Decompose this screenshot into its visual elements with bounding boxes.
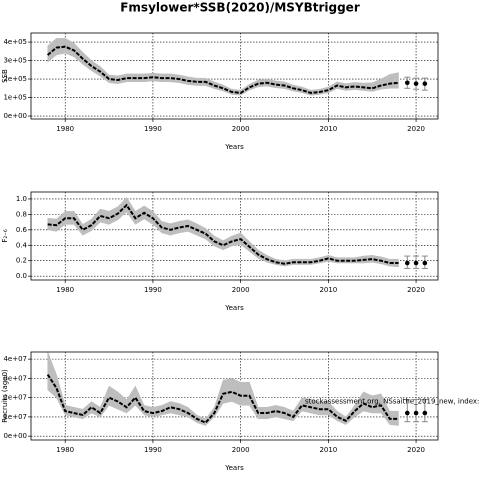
confidence-band [380,74,391,90]
y-tick-label: 0e+00 [3,432,27,440]
confidence-band [389,72,399,89]
plot-frame [30,191,439,281]
y-axis-label: SSB [1,69,9,83]
y-tick-label: 0e+00 [3,112,27,120]
x-tick-label: 2020 [407,125,425,133]
y-tick-label: 1.0 [16,195,27,203]
y-tick-label: 3e+05 [3,57,27,65]
confidence-band [82,400,92,420]
confidence-band [249,382,259,420]
chart-title: Fmsylower*SSB(2020)/MSYBtrigger [120,1,360,15]
confidence-band [126,196,136,226]
y-tick-label: 0.4 [16,241,28,249]
x-tick-label: 2020 [407,446,425,454]
x-axis-label: Years [224,464,244,472]
forecast-point [413,81,419,86]
confidence-band [47,351,57,399]
x-tick-label: 2000 [232,125,250,133]
forecast-point [422,81,428,86]
x-tick-label: 1990 [144,446,162,454]
y-tick-label: 0.6 [16,226,28,234]
x-tick-label: 2020 [407,286,425,294]
y-tick-label: 3e+07 [3,374,27,382]
forecast-point [422,410,428,416]
estimate-line [46,373,399,424]
y-tick-label: 2e+07 [3,394,27,402]
annotation: stockassessment.org, NSsaithe_2019_new, … [305,397,480,405]
confidence-band [117,391,127,414]
y-tick-label: 0.0 [16,272,27,280]
y-tick-label: 2e+05 [3,75,27,83]
y-tick-label: 0.8 [16,210,27,218]
confidence-band [56,374,66,416]
forecast-point [404,260,410,266]
plot-frame [30,351,439,441]
y-tick-label: 1e+07 [3,413,27,421]
confidence-band [231,377,241,406]
x-tick-label: 1990 [144,125,162,133]
confidence-band [222,378,233,404]
x-tick-label: 1990 [144,286,162,294]
forecast-point [422,260,428,266]
forecast-point [413,260,419,266]
confidence-band [345,404,355,426]
y-tick-label: 1e+05 [3,94,27,102]
confidence-band [91,208,101,232]
confidence-band [293,396,303,422]
x-tick-label: 2010 [319,446,337,454]
x-tick-label: 2010 [319,125,337,133]
forecast-point [404,410,410,416]
estimate-line [47,45,399,94]
x-axis-label: Years [224,304,244,312]
x-axis-label: Years [224,143,244,151]
y-axis-label: Recruits (age0) [1,369,9,423]
x-tick-label: 1980 [56,125,74,133]
plot-frame [30,32,439,120]
x-tick-label: 2000 [232,286,250,294]
y-tick-label: 4e+07 [3,355,27,363]
x-tick-label: 2000 [232,446,250,454]
x-tick-label: 1980 [56,446,74,454]
confidence-band [240,381,250,406]
estimate-line [47,203,399,265]
y-axis-label: F₂₋₆ [1,229,9,243]
y-tick-label: 4e+05 [3,38,27,46]
x-tick-label: 2010 [319,286,337,294]
forecast-point [404,80,410,86]
forecast-point [413,410,419,416]
confidence-band [82,218,92,236]
x-tick-label: 1980 [56,286,74,294]
y-tick-label: 0.2 [16,257,27,265]
